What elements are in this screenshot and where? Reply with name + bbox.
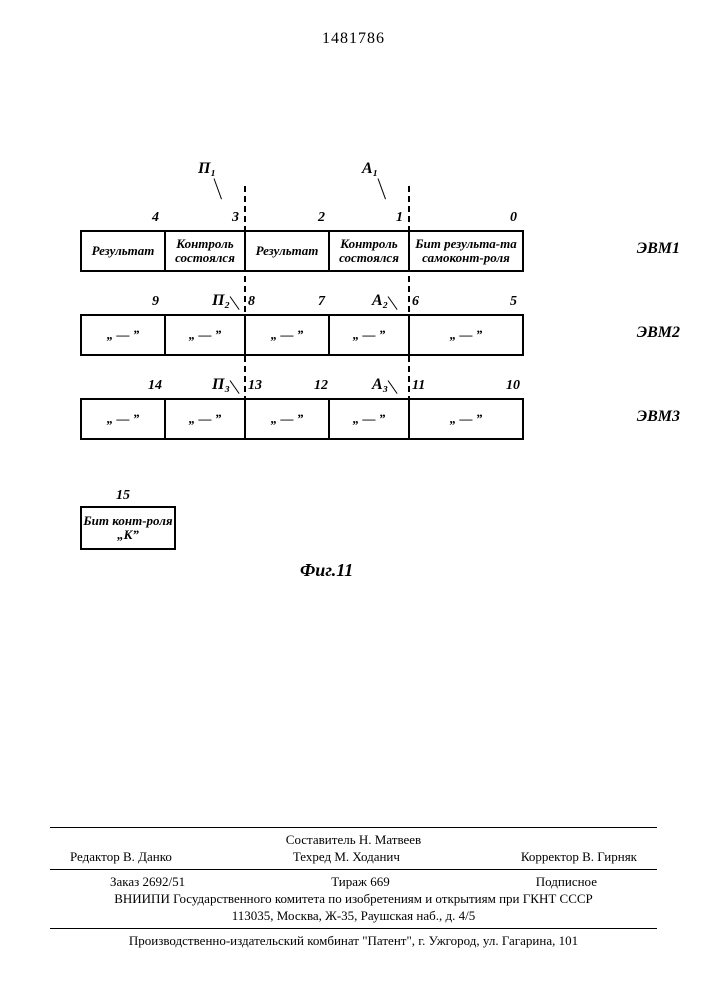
row-label-1: ЭВМ1 bbox=[637, 240, 680, 258]
slash-p2 bbox=[230, 296, 240, 310]
idx-6: 6 bbox=[412, 294, 419, 310]
cell-2-4: „ — ” bbox=[82, 316, 166, 354]
slash-p3 bbox=[230, 380, 240, 394]
group-label-p1: П₁ bbox=[198, 160, 216, 178]
cells-row-2: „ — ” „ — ” „ — ” „ — ” „ — ” bbox=[80, 314, 524, 356]
slash-p1 bbox=[214, 178, 222, 199]
row-evm1: 4 3 2 1 0 Результат Контроль состоялся Р… bbox=[80, 230, 620, 272]
slash-a3 bbox=[388, 380, 398, 394]
cell-1-3: Контроль состоялся bbox=[166, 232, 246, 270]
idx-2: 2 bbox=[318, 210, 325, 226]
vdash-1 bbox=[244, 186, 246, 422]
cell-2-3: „ — ” bbox=[166, 316, 246, 354]
idx-5: 5 bbox=[510, 294, 517, 310]
slash-a2 bbox=[388, 296, 398, 310]
idx-9: 9 bbox=[152, 294, 159, 310]
cells-row-3: „ — ” „ — ” „ — ” „ — ” „ — ” bbox=[80, 398, 524, 440]
idx-15: 15 bbox=[116, 488, 130, 504]
idx-4: 4 bbox=[152, 210, 159, 226]
idx-8: 8 bbox=[248, 294, 255, 310]
footer-org1: ВНИИПИ Государственного комитета по изоб… bbox=[50, 891, 657, 907]
group-label-a1: А₁ bbox=[362, 160, 378, 178]
cell-1-2: Результат bbox=[246, 232, 330, 270]
row-evm3: П₃ А₃ 14 13 12 11 10 „ — ” „ — ” „ — ” „… bbox=[80, 398, 620, 440]
cell-1-1: Контроль состоялся bbox=[330, 232, 410, 270]
group-label-p3: П₃ bbox=[212, 376, 230, 394]
idx-10: 10 bbox=[506, 378, 520, 394]
idx-7: 7 bbox=[318, 294, 325, 310]
slash-a1 bbox=[378, 178, 386, 199]
cell-2-2: „ — ” bbox=[246, 316, 330, 354]
idx-3: 3 bbox=[232, 210, 239, 226]
cells-row-1: Результат Контроль состоялся Результат К… bbox=[80, 230, 524, 272]
idx-13: 13 bbox=[248, 378, 262, 394]
footer-sub: Подписное bbox=[536, 874, 597, 890]
cell-3-2: „ — ” bbox=[246, 400, 330, 438]
footer-block: Составитель Н. Матвеев Редактор В. Данко… bbox=[50, 823, 657, 950]
cell-3-3: „ — ” bbox=[166, 400, 246, 438]
cell-2-1: „ — ” bbox=[330, 316, 410, 354]
row-evm2: П₂ А₂ 9 8 7 6 5 „ — ” „ — ” „ — ” „ — ” … bbox=[80, 314, 620, 356]
cell-3-1: „ — ” bbox=[330, 400, 410, 438]
vdash-2 bbox=[408, 186, 410, 422]
row-label-2: ЭВМ2 bbox=[637, 324, 680, 342]
cell-2-0: „ — ” bbox=[410, 316, 522, 354]
bit-control-box: Бит конт-роля „К” bbox=[80, 506, 176, 550]
idx-14: 14 bbox=[148, 378, 162, 394]
figure-caption: Фиг.11 bbox=[300, 560, 353, 581]
idx-0: 0 bbox=[510, 210, 517, 226]
footer-compiler: Составитель Н. Матвеев bbox=[50, 832, 657, 848]
cell-1-0: Бит результа-та самоконт-роля bbox=[410, 232, 522, 270]
footer-tiraz: Тираж 669 bbox=[331, 874, 390, 890]
footer-editor: Редактор В. Данко bbox=[70, 849, 172, 865]
footer-addr1: 113035, Москва, Ж-35, Раушская наб., д. … bbox=[50, 908, 657, 924]
row-label-3: ЭВМ3 bbox=[637, 408, 680, 426]
idx-1: 1 bbox=[396, 210, 403, 226]
footer-credits: Редактор В. Данко Техред М. Ходанич Корр… bbox=[50, 849, 657, 865]
footer-corrector: Корректор В. Гирняк bbox=[521, 849, 637, 865]
idx-12: 12 bbox=[314, 378, 328, 394]
footer-tech: Техред М. Ходанич bbox=[293, 849, 400, 865]
group-label-a3: А₃ bbox=[372, 376, 388, 394]
cell-3-0: „ — ” bbox=[410, 400, 522, 438]
footer-order-line: Заказ 2692/51 Тираж 669 Подписное bbox=[50, 874, 657, 890]
group-label-p2: П₂ bbox=[212, 292, 230, 310]
idx-11: 11 bbox=[412, 378, 425, 394]
cell-1-4: Результат bbox=[82, 232, 166, 270]
document-number: 1481786 bbox=[0, 30, 707, 48]
cell-3-4: „ — ” bbox=[82, 400, 166, 438]
footer-order: Заказ 2692/51 bbox=[110, 874, 185, 890]
group-label-a2: А₂ bbox=[372, 292, 388, 310]
footer-org2: Производственно-издательский комбинат "П… bbox=[50, 933, 657, 949]
figure-diagram: П₁ А₁ 4 3 2 1 0 Результат Контроль состо… bbox=[80, 230, 620, 482]
